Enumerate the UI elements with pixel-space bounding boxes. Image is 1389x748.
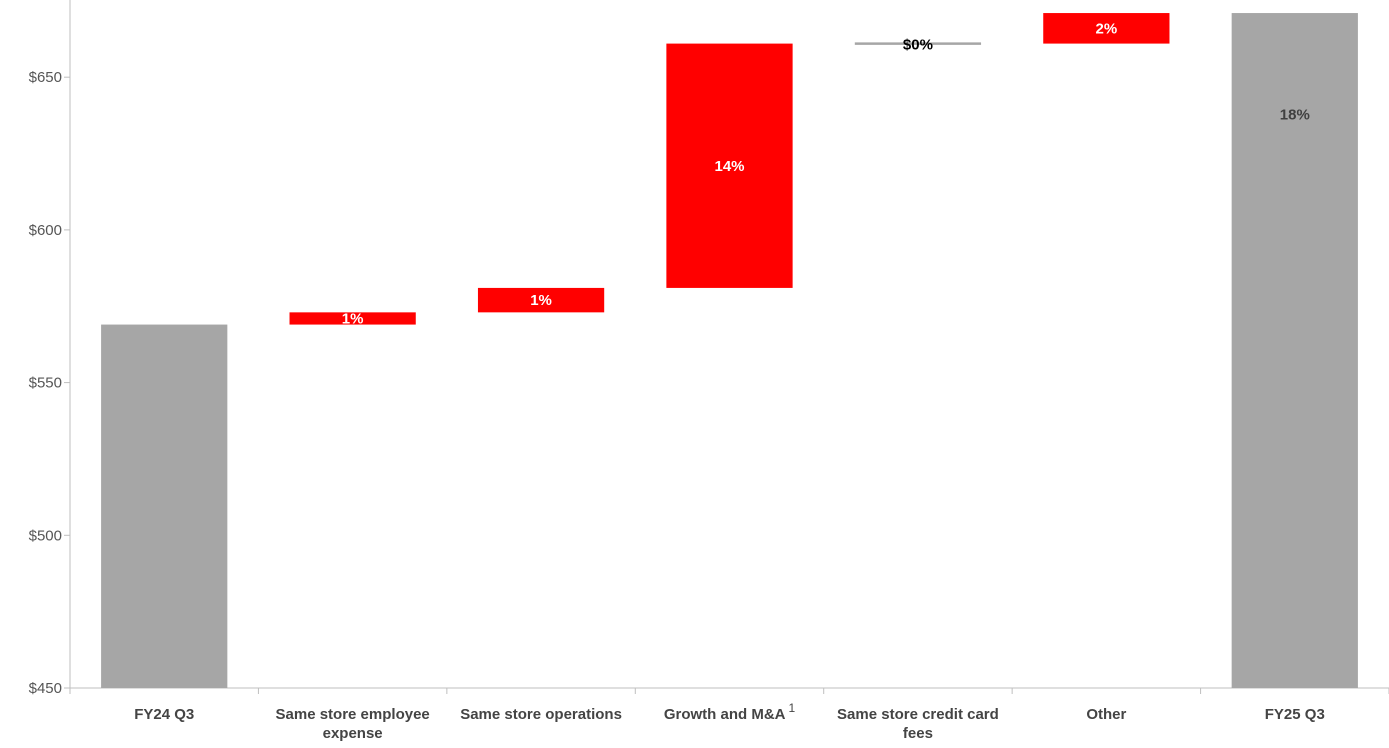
x-tick-label: Other xyxy=(1086,706,1126,723)
y-tick-label: $500 xyxy=(29,527,62,544)
y-axis-ticks: $450 $500 $550 $600 $650 xyxy=(29,69,70,697)
x-tick-label-line: expense xyxy=(323,725,383,742)
x-axis-separators xyxy=(69,688,1389,694)
x-tick-label-line: fees xyxy=(903,725,933,742)
data-label: $0% xyxy=(903,37,933,54)
data-label: 18% xyxy=(1280,106,1310,123)
y-tick-label: $650 xyxy=(29,69,62,86)
y-tick-label: $550 xyxy=(29,375,62,392)
x-tick-label-line: FY25 Q3 xyxy=(1265,706,1325,723)
x-tick-label: Same store operations xyxy=(460,706,622,723)
x-tick-label-line: FY24 Q3 xyxy=(134,706,194,723)
x-tick-label-line: Same store operations xyxy=(460,706,622,723)
bar-total xyxy=(1231,13,1358,688)
x-tick-label-line: Growth and M&A xyxy=(664,706,786,723)
data-label: 1% xyxy=(342,310,364,327)
bar-increase xyxy=(666,43,793,288)
bar-increase xyxy=(1043,13,1170,44)
x-tick-label: Growth and M&A 1 xyxy=(664,701,796,723)
y-tick-label: $450 xyxy=(29,680,62,697)
bar-total xyxy=(101,324,228,688)
x-tick-label-line: Other xyxy=(1086,706,1126,723)
x-tick-label: Same store employee expense xyxy=(276,706,430,742)
data-label: 2% xyxy=(1096,20,1118,37)
x-tick-label: Same store credit card fees xyxy=(837,706,999,742)
y-tick-label: $600 xyxy=(29,222,62,239)
bar-increase xyxy=(477,287,605,313)
x-tick-label: FY25 Q3 xyxy=(1265,706,1325,723)
data-label: 1% xyxy=(530,292,552,309)
bar-increase xyxy=(289,312,416,325)
data-labels: 1% 1% 14% $0% 2% 18% xyxy=(342,20,1310,327)
footnote-marker: 1 xyxy=(788,701,795,715)
x-tick-label-line: Same store employee xyxy=(276,706,430,723)
data-label: 14% xyxy=(714,158,744,175)
bars xyxy=(101,13,1358,688)
x-tick-label-line: Same store credit card xyxy=(837,706,999,723)
x-tick-label: FY24 Q3 xyxy=(134,706,194,723)
